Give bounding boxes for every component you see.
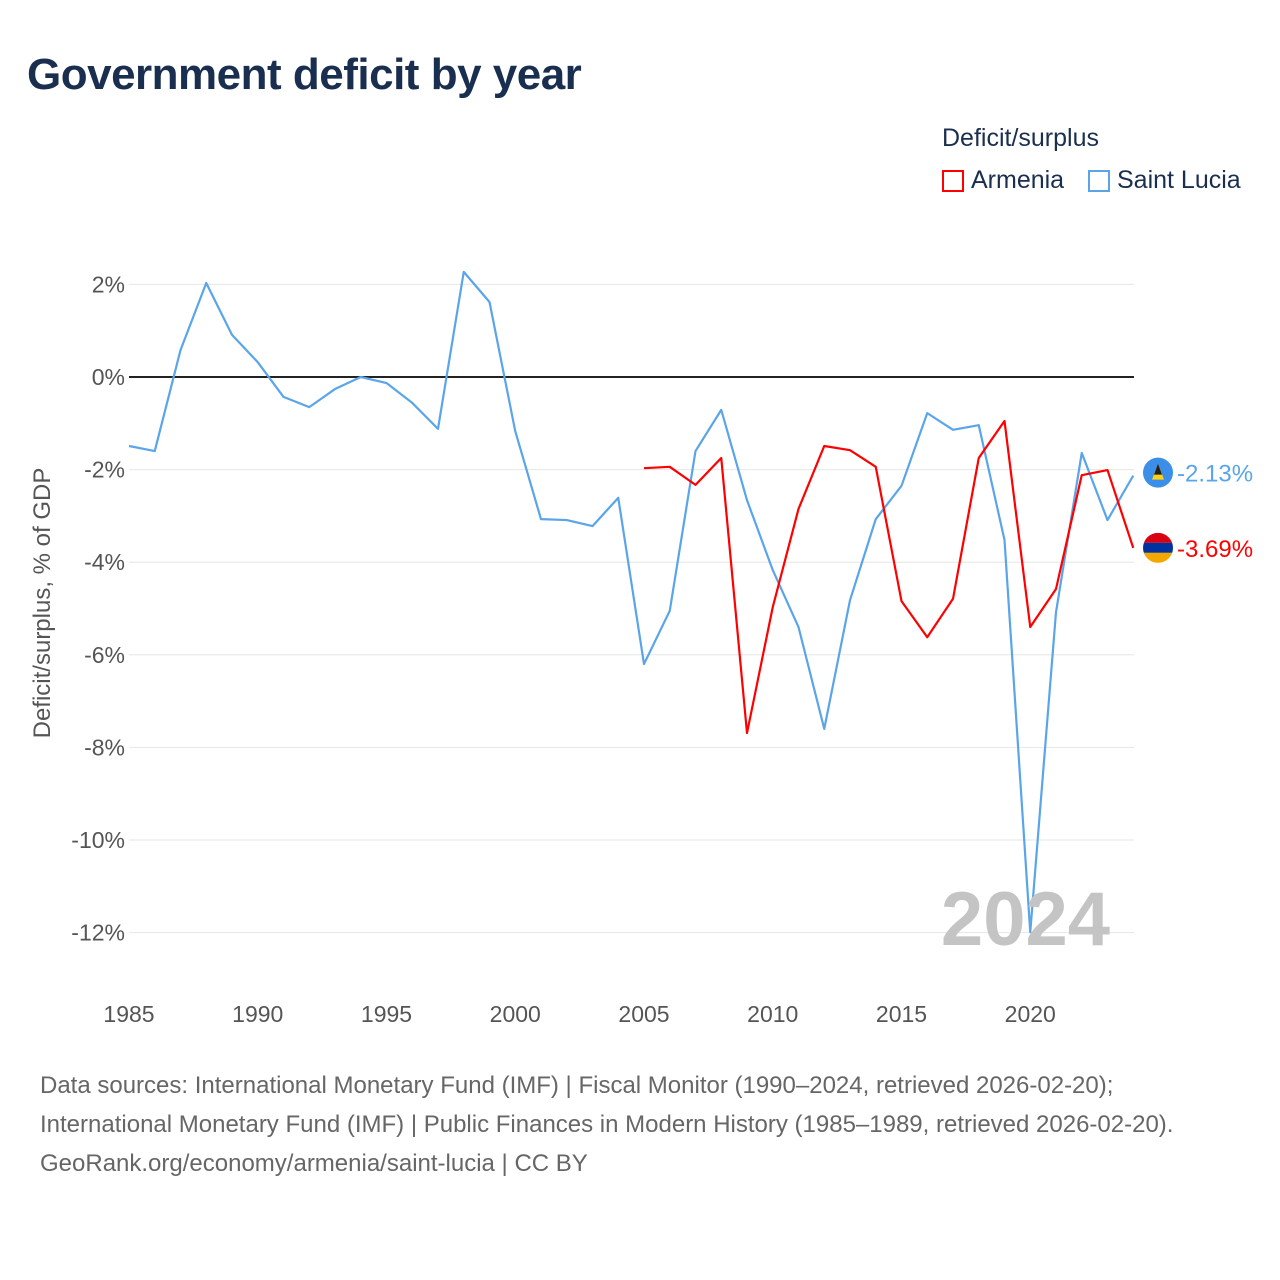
y-axis-label: Deficit/surplus, % of GDP bbox=[29, 468, 56, 739]
legend-swatch-saint-lucia bbox=[1088, 169, 1110, 192]
y-tick-label: -10% bbox=[71, 827, 125, 853]
armenia-flag-icon bbox=[1143, 542, 1173, 553]
end-value-label: -2.13% bbox=[1177, 461, 1253, 488]
armenia-flag-icon bbox=[1143, 532, 1173, 543]
saint-lucia-flag-icon bbox=[1154, 463, 1162, 475]
legend-item-armenia[interactable]: Armenia bbox=[942, 166, 1064, 195]
legend-swatch-armenia bbox=[942, 169, 964, 192]
x-tick-label: 1985 bbox=[103, 1001, 154, 1027]
y-tick-label: -6% bbox=[84, 642, 125, 668]
year-watermark: 2024 bbox=[941, 877, 1110, 962]
series-line-armenia bbox=[643, 419, 1135, 735]
credit-link[interactable]: GeoRank.org/economy/armenia/saint-lucia … bbox=[40, 1150, 588, 1177]
y-tick-label: -4% bbox=[84, 549, 125, 575]
data-sources: Data sources: International Monetary Fun… bbox=[40, 1072, 1174, 1138]
legend-item-saint-lucia[interactable]: Saint Lucia bbox=[1088, 166, 1241, 195]
x-tick-label: 2020 bbox=[1005, 1001, 1056, 1027]
series-line-saint-lucia bbox=[128, 270, 1135, 934]
legend-label: Saint Lucia bbox=[1117, 166, 1241, 194]
chart-title: Government deficit by year bbox=[27, 50, 582, 99]
x-tick-label: 1990 bbox=[232, 1001, 283, 1027]
y-tick-label: 0% bbox=[92, 364, 125, 390]
x-tick-label: 1995 bbox=[361, 1001, 412, 1027]
footer: Data sources: International Monetary Fun… bbox=[40, 1066, 1240, 1183]
y-tick-label: 2% bbox=[92, 271, 125, 297]
y-tick-label: -2% bbox=[84, 457, 125, 483]
x-tick-label: 2010 bbox=[747, 1001, 798, 1027]
legend-title: Deficit/surplus bbox=[942, 124, 1099, 152]
legend-label: Armenia bbox=[971, 166, 1065, 194]
x-tick-label: 2005 bbox=[618, 1001, 669, 1027]
x-tick-label: 2000 bbox=[490, 1001, 541, 1027]
x-tick-label: 2015 bbox=[876, 1001, 927, 1027]
end-value-label: -3.69% bbox=[1177, 536, 1253, 563]
y-tick-label: -8% bbox=[84, 734, 125, 760]
y-tick-label: -12% bbox=[71, 920, 125, 946]
armenia-flag-icon bbox=[1143, 552, 1173, 563]
